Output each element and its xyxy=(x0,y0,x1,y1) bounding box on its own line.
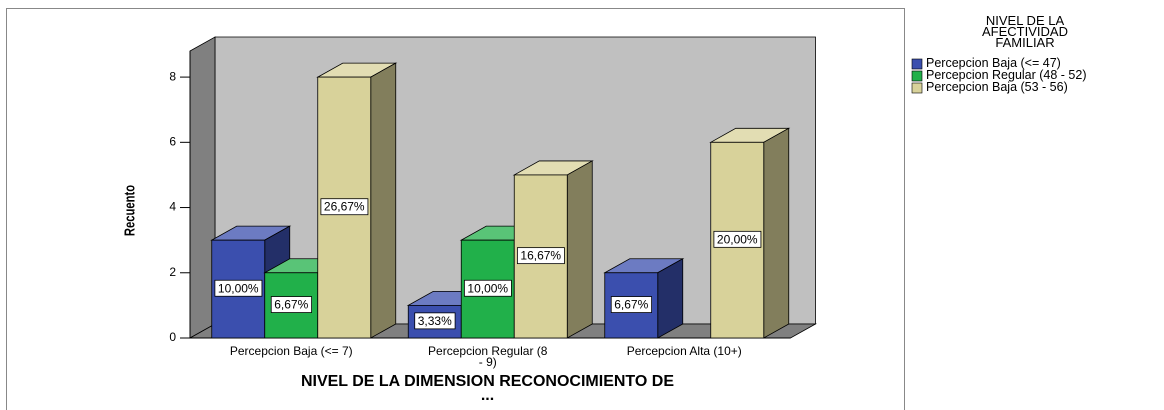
data-label-box xyxy=(414,312,456,330)
plot-area: 0 2 4 6 8 10,00% 6,67% 26,67% 3,33% 10,00% 16,67% 6… xyxy=(169,36,818,344)
data-label: 10,00% xyxy=(218,281,259,295)
side-wall xyxy=(189,36,216,339)
data-label-box xyxy=(320,198,369,216)
bar-side xyxy=(657,258,684,339)
data-label: 3,33% xyxy=(418,314,452,328)
legend-label: Percepcion Baja (53 - 56) xyxy=(926,80,1068,94)
x-tick-label: Percepcion Baja (<= 7) xyxy=(229,344,353,358)
data-label: 6,67% xyxy=(274,298,308,312)
data-label: 6,67% xyxy=(614,298,648,312)
data-label: 16,67% xyxy=(520,249,561,263)
legend-swatch xyxy=(911,82,923,94)
x-axis-label: NIVEL DE LA DIMENSION RECONOCIMIENTO DE … xyxy=(300,373,675,404)
data-label: 10,00% xyxy=(467,281,508,295)
data-label: 26,67% xyxy=(324,200,365,214)
data-label-box xyxy=(610,296,652,313)
data-label-box xyxy=(270,296,312,313)
legend-swatch xyxy=(911,58,923,70)
data-label-box xyxy=(713,230,762,248)
data-label: 20,00% xyxy=(717,232,758,246)
x-tick-label: Percepcion Alta (10+) xyxy=(626,344,742,358)
legend-title: NIVEL DE LA AFECTIVIDAD FAMILIAR xyxy=(982,13,1068,50)
y-tick-label: 2 xyxy=(169,265,176,279)
legend-label: Percepcion Baja (<= 47) xyxy=(926,56,1061,70)
bar-side xyxy=(370,62,397,339)
bar-side xyxy=(566,160,593,339)
legend-swatch xyxy=(911,70,923,82)
bar-side xyxy=(763,127,790,339)
data-label-box xyxy=(214,279,263,297)
y-axis-label: Recuento xyxy=(121,184,139,237)
y-tick-label: 6 xyxy=(169,134,176,148)
data-label-box xyxy=(516,247,565,265)
legend-label: Percepcion Regular (48 - 52) xyxy=(926,68,1087,82)
data-label-box xyxy=(463,279,512,297)
y-tick-label: 0 xyxy=(169,330,176,344)
y-tick-label: 4 xyxy=(169,200,176,214)
y-tick-label: 8 xyxy=(169,69,176,83)
x-tick-label: Percepcion Regular (8 - 9) xyxy=(428,344,548,369)
